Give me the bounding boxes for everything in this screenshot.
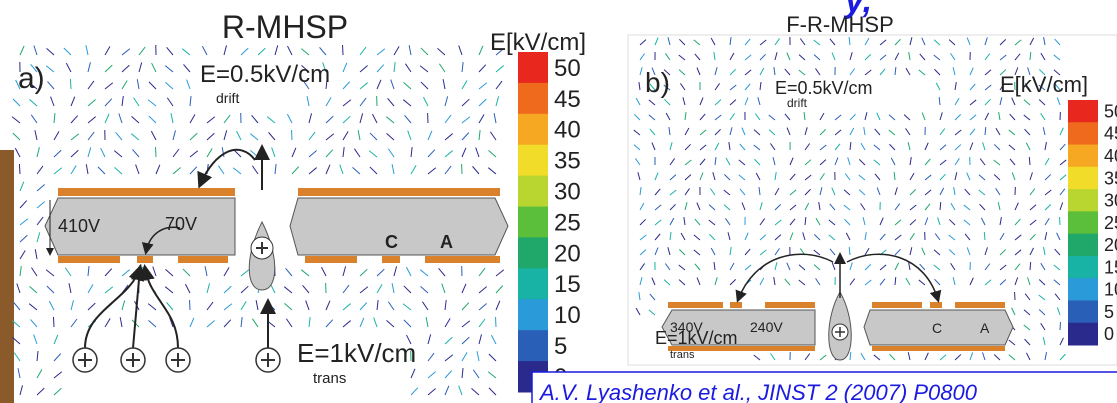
- electrode: [298, 188, 500, 196]
- drift-field: E=0.5kV/cm: [200, 61, 330, 88]
- colorbar-label: 25: [1104, 213, 1117, 233]
- panel-title: R-MHSP: [222, 9, 348, 45]
- edge-strip: [0, 150, 14, 403]
- colorbar-swatch: [518, 268, 548, 299]
- colorbar-swatch: [518, 299, 548, 330]
- colorbar-label: 15: [554, 271, 581, 298]
- trans-field: E=1kV/cm: [655, 328, 738, 348]
- colorbar-label: 45: [1104, 124, 1117, 144]
- colorbar-label: 40: [554, 117, 581, 144]
- field-arrow: [155, 147, 156, 157]
- trans-field: E=1kV/cm: [297, 338, 416, 368]
- colorbar: 50454035302520151050: [1068, 100, 1117, 346]
- colorbar-swatch: [1068, 100, 1098, 123]
- trans-sub: trans: [313, 370, 346, 387]
- citation: A.V. Lyashenko et al., JINST 2 (2007) P0…: [538, 380, 978, 403]
- colorbar-label: 30: [1104, 191, 1117, 211]
- colorbar-swatch: [518, 237, 548, 268]
- colorbar-label: 50: [1104, 101, 1117, 121]
- colorbar-swatch: [518, 207, 548, 238]
- electrode: [955, 302, 1005, 308]
- colorbar-swatch: [518, 330, 548, 361]
- colorbar-swatch: [518, 52, 548, 83]
- colorbar-swatch: [518, 145, 548, 176]
- colorbar-swatch: [1068, 122, 1098, 145]
- colorbar-label: 35: [1104, 168, 1117, 188]
- colorbar-label: 20: [1104, 235, 1117, 255]
- figure: y, R-MHSP a) E=0.5kV/cm drift 410V 70V C…: [0, 0, 1117, 403]
- colorbar-swatch: [1068, 256, 1098, 279]
- panel-label: a): [18, 62, 45, 95]
- electrode: [872, 302, 922, 308]
- colorbar-swatch: [518, 114, 548, 145]
- drift-field: E=0.5kV/cm: [775, 78, 873, 98]
- colorbar-swatch: [1068, 234, 1098, 257]
- electrode: [930, 302, 942, 308]
- panel-title: F-R-MHSP: [786, 12, 894, 37]
- colorbar-swatch: [1068, 323, 1098, 346]
- electrode: [425, 256, 500, 263]
- colorbar-label: 0: [1104, 324, 1114, 344]
- voltage: 410V: [58, 216, 100, 236]
- colorbar-label: 10: [1104, 280, 1117, 300]
- voltage: 240V: [750, 319, 783, 335]
- electrode: [178, 256, 228, 263]
- field-arrow: [984, 232, 985, 240]
- colorbar-title: E[kV/cm]: [1000, 72, 1088, 97]
- electrode: [58, 188, 235, 196]
- colorbar-swatch: [518, 176, 548, 207]
- electrode-label: C: [932, 320, 942, 336]
- colorbar-label: 40: [1104, 146, 1117, 166]
- colorbar-swatch: [1068, 300, 1098, 323]
- colorbar-label: 5: [554, 333, 567, 360]
- field-arrow: [1030, 262, 1031, 270]
- colorbar-swatch: [1068, 278, 1098, 301]
- electrode: [382, 256, 400, 263]
- drift-sub: drift: [216, 90, 239, 106]
- colorbar-swatch: [518, 83, 548, 114]
- electrode: [137, 256, 153, 263]
- colorbar-label: 25: [554, 209, 581, 236]
- colorbar-label: 15: [1104, 257, 1117, 277]
- electrode-label: A: [440, 232, 453, 252]
- page: y, R-MHSP a) E=0.5kV/cm drift 410V 70V C…: [0, 0, 1117, 403]
- electrode: [305, 256, 357, 263]
- colorbar-swatch: [1068, 167, 1098, 190]
- colorbar-swatch: [1068, 189, 1098, 212]
- drift-sub: drift: [787, 96, 808, 110]
- colorbar-label: 45: [554, 86, 581, 113]
- colorbar-swatch: [1068, 145, 1098, 168]
- electrode: [58, 256, 120, 263]
- electrode-label: C: [385, 232, 398, 252]
- field-arrow: [53, 317, 54, 327]
- colorbar-title: E[kV/cm]: [490, 29, 586, 56]
- electrode: [765, 302, 815, 308]
- electrode: [668, 302, 723, 308]
- colorbar-label: 5: [1104, 302, 1114, 322]
- voltage: 70V: [165, 214, 197, 234]
- electrode: [872, 346, 1005, 351]
- field-arrow: [70, 79, 71, 89]
- electrode: [730, 302, 742, 308]
- colorbar-label: 20: [554, 240, 581, 267]
- panel-label: b): [645, 67, 670, 98]
- field-arrow: [1029, 157, 1030, 165]
- plate: [290, 198, 508, 255]
- colorbar-label: 10: [554, 302, 581, 329]
- colorbar-label: 35: [554, 148, 581, 175]
- colorbar-label: 50: [554, 55, 581, 82]
- electrode-label: A: [980, 320, 990, 336]
- field-arrow: [19, 164, 20, 174]
- colorbar-swatch: [1068, 211, 1098, 234]
- colorbar-label: 30: [554, 178, 581, 205]
- trans-sub: trans: [670, 349, 695, 361]
